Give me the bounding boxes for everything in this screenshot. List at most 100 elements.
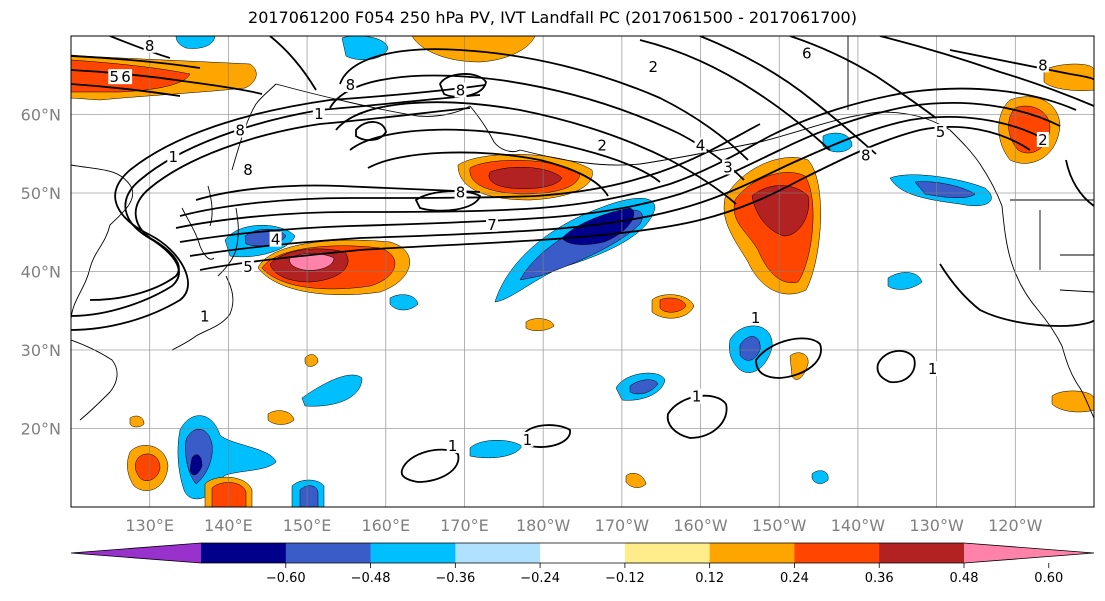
lat-tick-label: 60°N (21, 106, 61, 125)
contour-label: 2 (597, 136, 607, 154)
colorbar-tick-label: −0.60 (266, 571, 306, 586)
pv-contour-24 (939, 263, 1094, 327)
lon-tick-label: 150°W (752, 516, 807, 535)
pv-contour-15 (339, 48, 749, 161)
pv-contour-13 (335, 101, 737, 205)
pv-contour-9 (195, 184, 481, 201)
pv-contour-23 (1065, 159, 1094, 207)
contour-label: 2 (1038, 131, 1048, 149)
lon-tick-label: 120°W (988, 516, 1043, 535)
contour-label-bg (242, 161, 255, 177)
pv-contour-20 (789, 36, 937, 119)
shade-positive-16n (625, 473, 647, 488)
colorbar-tick-label: −0.36 (435, 571, 475, 586)
pv-contour-6 (179, 102, 1061, 243)
colorbar-tick-label: 0.36 (865, 571, 894, 586)
contour-label: 6 (121, 68, 131, 86)
coast-china-south (71, 339, 118, 421)
lon-tick-label: 140°E (204, 516, 253, 535)
shade-positive-top (411, 36, 536, 63)
lat-tick-label: 20°N (21, 420, 61, 439)
shade-negative-35n-small (389, 294, 419, 311)
lon-tick-label: 130°E (125, 516, 174, 535)
contour-label-bg (647, 58, 660, 74)
contour-label-bg (486, 216, 499, 232)
grid-lines (71, 36, 1094, 507)
contour-label: 8 (235, 122, 245, 140)
contour-label-bg (800, 45, 813, 61)
shade-positive-sw-1-core (135, 453, 161, 481)
shade-positive-23n (267, 410, 295, 425)
contour-label-bg (269, 231, 282, 247)
colorbar-tick-label: 0.48 (950, 571, 979, 586)
pv-contour-3 (89, 107, 471, 301)
pv-contour-8 (179, 123, 761, 217)
coast-aleutians (519, 141, 761, 166)
contour-label: 5 (936, 123, 946, 141)
contour-label-bg (749, 310, 762, 326)
colorbar-segment (455, 543, 541, 563)
contour-label: 1 (314, 105, 324, 123)
contour-label-bg (454, 82, 467, 98)
lon-tick-label: 130°W (909, 516, 964, 535)
pv-contour-16 (439, 73, 487, 98)
lat-tick-label: 30°N (21, 341, 61, 360)
lon-tick-label: 180°W (516, 516, 571, 535)
colorbar-segment (879, 543, 965, 563)
shade-positive-japan-max (289, 253, 335, 271)
colorbar-tick-label: −0.12 (605, 571, 645, 586)
colorbar-segment (794, 543, 880, 563)
coast-japan (171, 275, 234, 351)
contour-label: 1 (751, 309, 761, 327)
contour-label-bg (934, 124, 947, 140)
coastlines (71, 36, 1094, 421)
contour-label: 8 (346, 76, 356, 94)
contour-label: 1 (448, 437, 458, 455)
shade-negative-south-mid-core (299, 485, 319, 507)
contour-label: 8 (243, 161, 253, 179)
pv-contour-1 (71, 84, 486, 331)
contour-label: 5 (110, 68, 120, 86)
shade-negative-28n-core (629, 379, 659, 395)
contour-label-bg (198, 308, 211, 324)
coast-us-west (1001, 205, 1063, 347)
contour-label-bg (167, 149, 180, 165)
pv-contour-33 (522, 424, 571, 448)
coast-kamchatka (231, 83, 277, 171)
pv-contour-21 (879, 36, 1094, 107)
shade-positive-21n (129, 415, 145, 428)
colorbar-segment (285, 543, 372, 563)
contour-label: 8 (456, 184, 466, 202)
coast-siberia-north (275, 83, 471, 117)
pv-contour-4 (199, 126, 1031, 271)
shade-positive-32n (525, 318, 555, 331)
lon-tick-label: 170°W (595, 516, 650, 535)
lon-tick-label: 150°E (283, 516, 332, 535)
coast-asia-east (71, 164, 133, 321)
lon-tick-label: 160°W (673, 516, 728, 535)
contour-label: 1 (928, 360, 938, 378)
contour-label-bg (312, 106, 325, 122)
colorbar-extend-high (964, 543, 1094, 563)
colorbar-segment (201, 543, 287, 563)
pv-contour-18 (639, 39, 831, 151)
pv-contours (71, 36, 1094, 483)
colorbar-tick-label: 0.24 (780, 571, 809, 586)
pv-contour-2 (71, 94, 481, 317)
shade-positive-se (1051, 390, 1094, 413)
contour-label: 7 (487, 216, 497, 234)
pv-contour-19 (699, 36, 877, 155)
contour-label: 2 (649, 58, 659, 76)
contour-label: 1 (200, 308, 210, 326)
colorbar-tick-label: 0.12 (695, 571, 724, 586)
colorbar-extend-low (71, 543, 201, 563)
contour-label: 1 (523, 431, 533, 449)
contour-label: 1 (169, 148, 179, 166)
pv-contour-25 (71, 69, 263, 95)
contour-label: 8 (861, 147, 871, 165)
map-title: 2017061200 F054 250 hPa PV, IVT Landfall… (248, 8, 857, 27)
lat-tick-label: 50°N (21, 184, 61, 203)
contour-label: 5 (243, 258, 253, 276)
